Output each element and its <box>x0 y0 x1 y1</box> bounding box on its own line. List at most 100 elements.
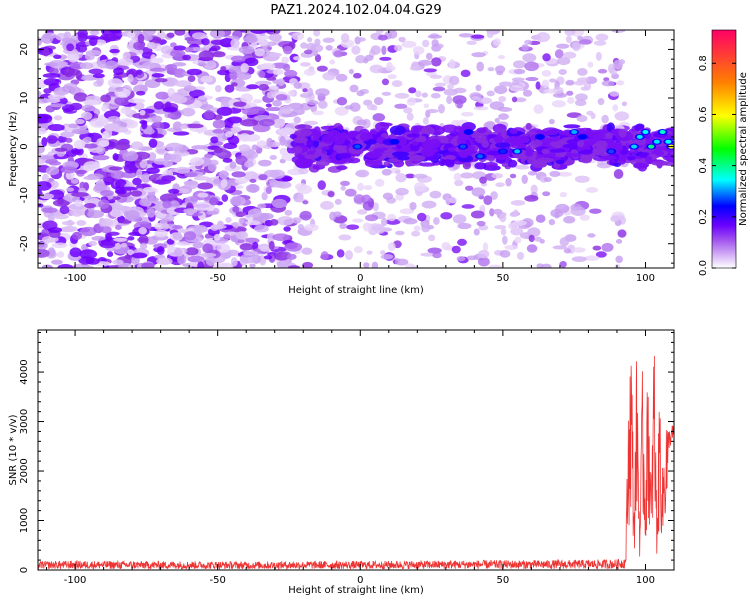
heatmap-cell <box>247 208 262 218</box>
heatmap-cell <box>281 56 289 64</box>
heatmap-cell <box>478 256 490 267</box>
snr-y-ticks: 0 1000 2000 3000 4000 <box>19 331 674 573</box>
heatmap-cell <box>456 102 463 109</box>
heatmap-cell <box>53 214 69 220</box>
heatmap-cell <box>346 224 360 230</box>
snr-x-tick-label: -100 <box>64 575 87 586</box>
heatmap-cell <box>269 85 279 90</box>
heatmap-cell <box>315 160 330 167</box>
heatmap-cell <box>286 253 297 260</box>
heatmap-cell <box>413 225 421 232</box>
heatmap-cell <box>474 133 487 144</box>
heatmap-cell <box>597 68 608 74</box>
heatmap-cell <box>558 69 567 75</box>
heatmap-cell <box>228 135 240 146</box>
heatmap-cell <box>139 198 151 207</box>
heatmap-cell <box>479 176 487 184</box>
heatmap-cell <box>353 246 363 254</box>
heatmap-cell <box>146 41 156 50</box>
heatmap-cell <box>63 67 74 78</box>
snr-y-axis-label: SNR (10 * v/v) <box>8 414 19 485</box>
heatmap-cell <box>333 50 344 58</box>
heatmap-cell <box>601 114 609 124</box>
heatmap-cell <box>77 32 88 43</box>
heatmap-cell <box>109 48 120 54</box>
heatmap-cell <box>563 51 577 59</box>
heatmap-cell <box>380 253 394 260</box>
heatmap-cell <box>477 154 484 159</box>
heatmap-cell <box>476 220 486 227</box>
heatmap-cell <box>185 123 204 129</box>
heatmap-cell <box>457 238 467 246</box>
heatmap-cell <box>208 197 219 206</box>
heatmap-cell <box>133 41 145 51</box>
heatmap-cell <box>556 43 570 49</box>
heatmap-cell <box>120 242 128 248</box>
heatmap-cell <box>113 141 131 151</box>
heatmap-cell <box>47 247 56 258</box>
heatmap-cell <box>244 57 259 67</box>
heatmap-cell <box>495 182 505 188</box>
heatmap-cell <box>576 140 585 148</box>
heatmap-cell <box>333 215 348 224</box>
heatmap-cell <box>414 137 427 143</box>
snr-y-tick-label: 4000 <box>19 359 30 384</box>
heatmap-cell <box>389 125 406 136</box>
heatmap-cell <box>284 242 303 252</box>
heatmap-cell <box>88 240 97 247</box>
heatmap-cell <box>444 154 456 161</box>
heatmap-cell <box>351 45 361 55</box>
heatmap-cell <box>181 107 196 117</box>
heatmap-y-tick-label: 20 <box>19 43 30 56</box>
heatmap-cell <box>136 168 143 179</box>
heatmap-cell <box>246 84 260 90</box>
heatmap-cell <box>411 140 419 146</box>
heatmap-cell <box>81 111 93 120</box>
heatmap-cell <box>381 91 392 96</box>
snr-x-tick-label: 0 <box>357 575 363 586</box>
heatmap-cell <box>132 112 150 119</box>
heatmap-cell <box>414 182 426 192</box>
snr-x-tick-label: -50 <box>210 575 226 586</box>
heatmap-cell <box>507 159 518 168</box>
heatmap-cell <box>391 151 410 157</box>
heatmap-cell <box>580 149 593 155</box>
heatmap-cell <box>415 90 422 98</box>
heatmap-cell <box>337 152 352 160</box>
heatmap-cell <box>277 127 295 136</box>
heatmap-cell <box>101 104 108 112</box>
heatmap-cell <box>396 155 410 161</box>
heatmap-cell <box>621 101 628 107</box>
heatmap-cell <box>297 192 304 201</box>
heatmap-cell <box>81 244 88 252</box>
heatmap-cell <box>536 263 544 268</box>
heatmap-cell <box>528 234 535 243</box>
heatmap-cell <box>487 67 495 72</box>
heatmap-cell <box>84 202 96 209</box>
heatmap-x-tick-label: -100 <box>64 273 87 284</box>
heatmap-cell <box>67 52 80 63</box>
heatmap-cell <box>115 203 123 209</box>
heatmap-cell <box>216 106 233 116</box>
heatmap-cell <box>387 74 397 80</box>
heatmap-cell <box>422 39 430 48</box>
heatmap-cell <box>479 204 486 213</box>
heatmap-cell <box>412 46 425 55</box>
heatmap-cell <box>174 80 192 87</box>
heatmap-y-ticks: -20 -10 0 10 20 <box>19 29 674 264</box>
heatmap-cell <box>146 167 160 174</box>
heatmap-cell <box>76 265 95 268</box>
heatmap-cell <box>375 121 390 132</box>
heatmap-cell <box>65 137 73 143</box>
heatmap-cell <box>210 39 225 46</box>
heatmap-cell <box>320 200 334 210</box>
heatmap-cell <box>53 86 70 96</box>
heatmap-cell <box>514 135 530 144</box>
heatmap-cell <box>429 74 443 79</box>
heatmap-cell <box>186 68 203 76</box>
heatmap-cell <box>618 128 627 138</box>
heatmap-cell <box>85 257 100 265</box>
heatmap-cell <box>505 177 512 187</box>
heatmap-cell <box>249 263 256 268</box>
heatmap-cell <box>551 100 566 108</box>
